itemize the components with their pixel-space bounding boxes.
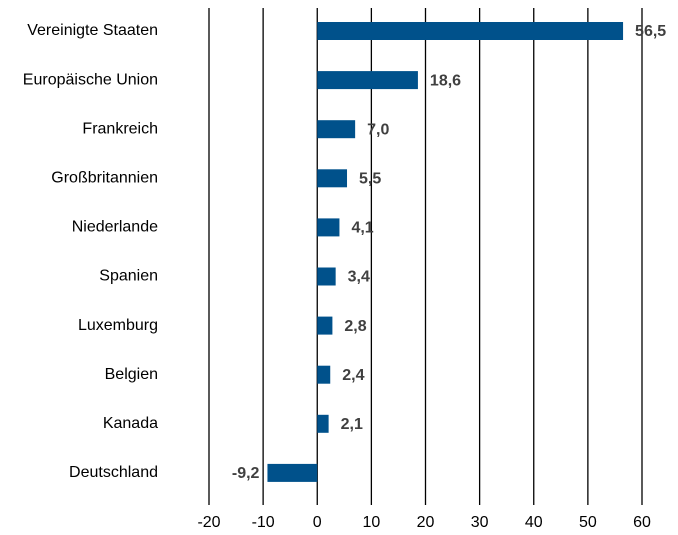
x-tick-label: 0 — [313, 514, 322, 531]
x-tick-label: 10 — [362, 514, 380, 531]
y-tick-label: Europäische Union — [23, 71, 158, 88]
y-tick-label: Großbritannien — [51, 170, 158, 187]
value-label: 56,5 — [635, 23, 666, 40]
x-tick-label: 60 — [633, 514, 651, 531]
y-tick-label: Niederlande — [72, 219, 158, 236]
x-tick-label: -10 — [252, 514, 275, 531]
bar — [317, 218, 340, 237]
bar — [317, 414, 329, 433]
bar — [317, 365, 331, 384]
x-tick-label: -20 — [197, 514, 220, 531]
y-tick-label: Luxemburg — [78, 317, 158, 334]
bar — [317, 120, 356, 139]
y-tick-label: Frankreich — [82, 120, 158, 137]
bar — [317, 267, 336, 286]
value-label: 18,6 — [430, 72, 461, 89]
bar — [317, 22, 624, 40]
x-tick-label: 40 — [525, 514, 543, 531]
value-label: 4,1 — [351, 220, 373, 237]
value-label: 2,1 — [341, 416, 363, 433]
value-label: 7,0 — [367, 121, 389, 138]
x-tick-label: 30 — [471, 514, 489, 531]
value-label: 2,8 — [344, 318, 366, 335]
value-label: -9,2 — [232, 465, 260, 482]
bar — [317, 316, 333, 335]
y-tick-label: Spanien — [99, 268, 158, 285]
x-tick-label: 50 — [579, 514, 597, 531]
bar — [267, 463, 318, 482]
value-label: 5,5 — [359, 171, 381, 188]
y-tick-label: Vereinigte Staaten — [27, 22, 158, 39]
x-tick-label: 20 — [417, 514, 435, 531]
bar — [317, 71, 418, 90]
y-tick-label: Kanada — [103, 415, 158, 432]
value-label: 3,4 — [348, 269, 370, 286]
y-tick-label: Belgien — [105, 366, 158, 383]
value-label: 2,4 — [342, 367, 364, 384]
y-tick-label: Deutschland — [69, 464, 158, 481]
bar — [317, 169, 348, 188]
